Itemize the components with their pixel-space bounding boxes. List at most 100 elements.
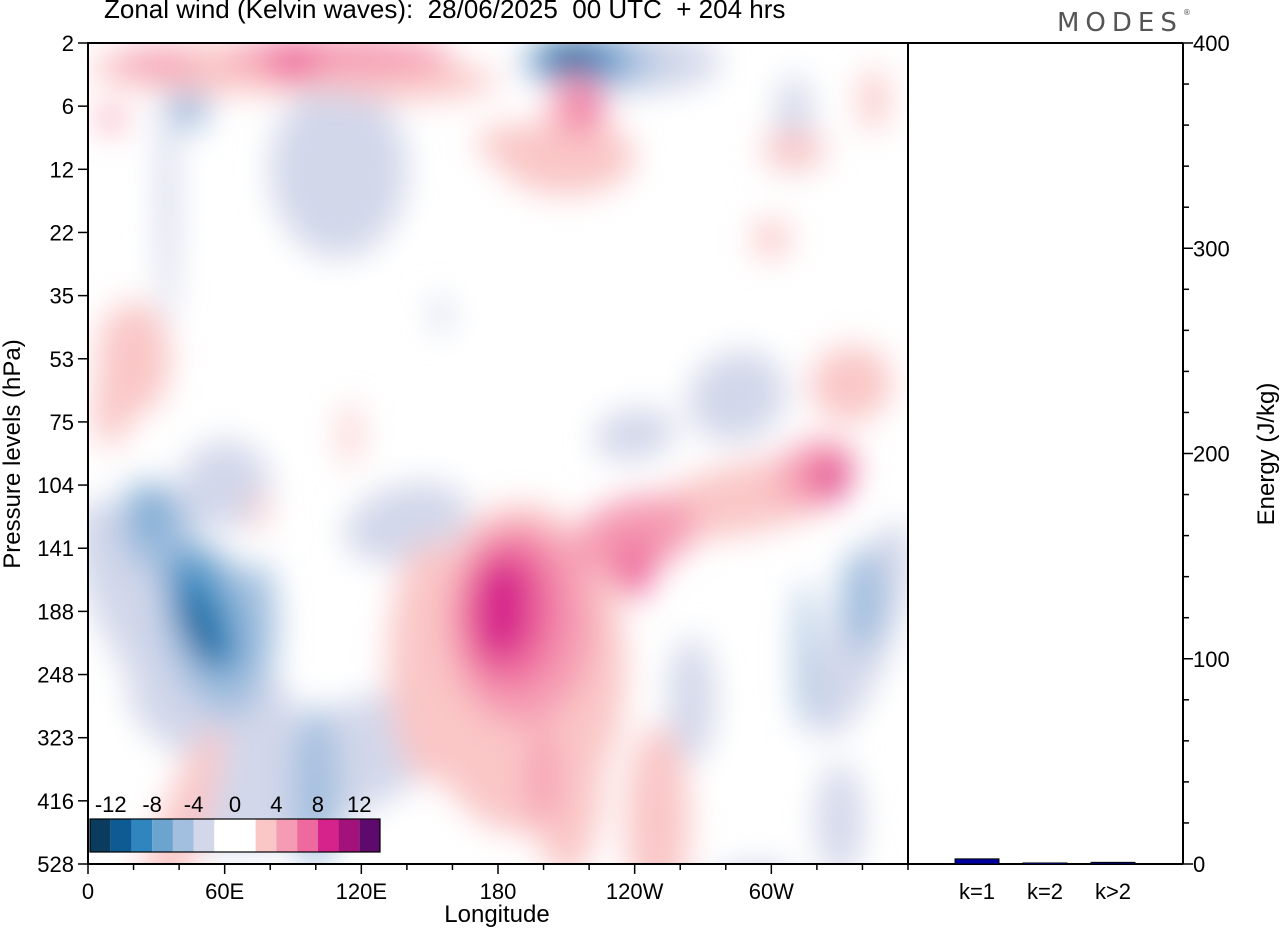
x-tick-label: 0 [82,879,94,904]
x-tick-label: 120W [606,879,664,904]
y-tick-label: 323 [37,726,74,751]
positive-wind-contour [826,459,845,498]
energy-panel: 0 100 200 300 400 k=1 k=2 k>2 Energy (J/kg) [908,31,1280,904]
negative-wind-contour [688,351,787,443]
y-tick-label: 528 [37,852,74,877]
smoothed-contours [88,43,908,864]
positive-wind-contour [502,560,530,650]
negative-wind-contour [796,579,815,732]
wavenumber-label: k=2 [1027,879,1063,904]
positive-wind-contour [860,68,888,132]
chart-title: Zonal wind (Kelvin waves): 28/06/2025 00… [104,0,786,24]
positive-wind-contour [762,131,826,170]
wavenumber-label: k=1 [959,879,995,904]
colorbar: -12 -8 -4 0 4 8 12 [89,792,381,853]
y-tick-label: 2 [62,31,74,56]
brand-registered-mark: ® [1182,8,1191,17]
y-tick-label: 6 [62,94,74,119]
negative-wind-contour [839,548,886,650]
colorbar-swatch [193,819,215,852]
colorbar-label: -4 [184,792,204,817]
colorbar-frame [89,818,381,853]
negative-wind-contour [344,482,470,564]
x-tick-label: 60E [205,879,244,904]
energy-tick-label: 0 [1193,852,1205,877]
energy-tick-label: 100 [1193,647,1230,672]
pressure-axis: 2 6 12 22 35 53 75 104 141 188 248 323 416 528 [37,31,88,877]
positive-wind-contour [97,106,125,132]
colorbar-swatch [338,819,360,852]
colorbar-swatch [255,819,277,852]
wavenumber-label: k>2 [1095,879,1131,904]
energy-bar-k>2 [1090,861,1136,865]
contour-field [88,43,908,864]
positive-wind-contour [529,725,558,827]
negative-wind-contour [548,43,594,69]
energy-tick-label: 400 [1193,31,1230,56]
heatmap-panel: 0 60E 120E 180 120W 60W 2 6 12 22 35 53 75 104 141 188… [0,31,909,928]
negative-wind-contour [816,762,863,864]
energy-axis-label: Energy (J/kg) [1253,383,1280,526]
modes-logo: MODES® [1057,8,1191,38]
y-tick-label: 104 [37,473,74,498]
colorbar-swatch [235,819,256,852]
wavenumber-axis: k=1 k=2 k>2 [959,879,1131,904]
y-tick-label: 12 [50,157,74,182]
negative-wind-contour [431,295,451,334]
y-tick-label: 53 [50,347,74,372]
colorbar-swatch [317,819,339,852]
energy-tick-label: 300 [1193,236,1230,261]
negative-wind-contour [240,560,278,688]
positive-wind-contour [810,345,892,423]
colorbar-label: 8 [312,792,324,817]
negative-wind-contour [158,74,177,328]
x-tick-label: 60W [749,879,794,904]
positive-wind-contour [249,491,268,530]
positive-wind-contour [92,371,129,448]
negative-wind-contour [668,636,715,763]
y-tick-label: 75 [50,410,74,435]
negative-wind-contour [179,440,271,530]
longitude-axis: 0 60E 120E 180 120W 60W [82,864,909,904]
colorbar-swatch [90,819,111,852]
x-tick-label: 180 [480,879,517,904]
positive-wind-contour [115,49,198,75]
negative-wind-contour [140,491,164,542]
y-tick-label: 248 [37,663,74,688]
colorbar-label: -12 [95,792,127,817]
colorbar-label: 4 [270,792,282,817]
positive-wind-contour [616,535,653,599]
negative-wind-contour [594,408,676,461]
colorbar-swatch [297,819,318,852]
x-axis-label: Longitude [444,901,549,928]
brand-text: MODES [1057,8,1183,38]
y-tick-label: 188 [37,599,74,624]
energy-bars [954,858,1136,865]
positive-wind-contour [625,725,690,864]
positive-wind-contour [477,125,542,163]
positive-wind-contour [577,87,601,126]
colorbar-swatches [89,818,381,853]
negative-wind-contour [270,80,407,258]
colorbar-swatch [359,819,380,852]
positive-wind-contour [753,219,790,258]
negative-wind-contour [182,594,217,667]
positive-wind-contour [340,402,360,467]
colorbar-swatch [152,819,173,852]
colorbar-swatch [110,819,132,852]
y-tick-label: 141 [37,536,74,561]
energy-tick-label: 200 [1193,442,1230,467]
energy-bar-k=1 [954,858,1000,865]
colorbar-swatch [214,819,235,852]
colorbar-swatch [131,819,153,852]
energy-axis: 0 100 200 300 400 [1183,31,1230,877]
negative-wind-contour [172,80,209,132]
wind-anomaly-field [88,43,908,864]
colorbar-label: 12 [347,792,371,817]
y-tick-label: 22 [50,220,74,245]
x-tick-label: 120E [336,879,387,904]
colorbar-label: 0 [229,792,241,817]
positive-wind-contour [265,43,321,81]
colorbar-label: -8 [142,792,162,817]
